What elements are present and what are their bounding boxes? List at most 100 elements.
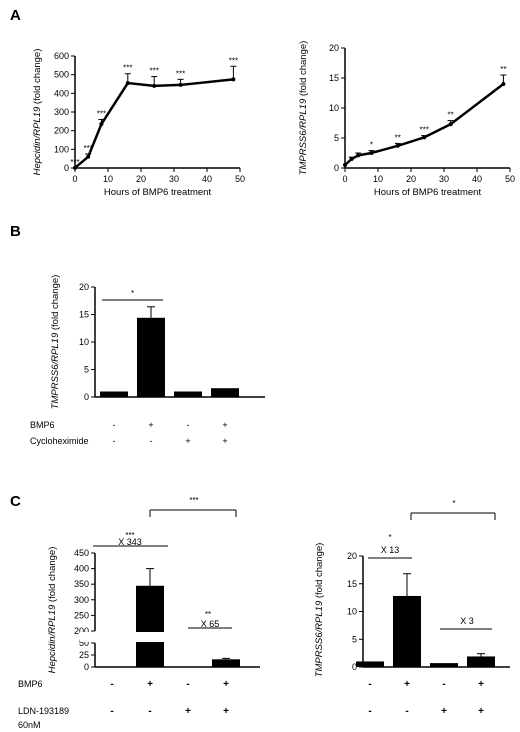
a-left-x-tick-label: 20 <box>136 174 146 184</box>
b-treatment-label-1: Cycloheximide <box>30 436 89 446</box>
a-right-x-tick-label: 30 <box>439 174 449 184</box>
a-left-significance: *** <box>97 109 106 118</box>
c-left-treatment-sign: - <box>186 679 189 690</box>
c-left-y-tick-label: 250 <box>74 610 89 620</box>
a-left-series-line <box>74 78 234 169</box>
c-right-treatment-sign: + <box>478 679 484 690</box>
a-left-data-point <box>152 83 157 88</box>
a-right-significance: ** <box>500 65 506 74</box>
a-left-significance: *** <box>70 158 79 167</box>
c-left-treatment-sign: - <box>148 706 151 717</box>
b-bar <box>100 391 128 397</box>
c-left-fold-label: X 65 <box>201 619 220 629</box>
a-left-significance: *** <box>123 64 132 73</box>
a-left-data-point <box>99 122 104 127</box>
c-treatment-label-1: LDN-193189 <box>18 706 69 716</box>
b-y-tick-label: 20 <box>79 282 89 292</box>
chart-layer: 0 10 20 30 40 500100200300400500600**********… <box>18 41 515 730</box>
a-left-y-tick-label: 300 <box>54 107 69 117</box>
c-right-bar <box>430 663 458 667</box>
c-left-axis-break <box>80 632 260 642</box>
a-right-x-tick-label: 40 <box>472 174 482 184</box>
c-left-y-tick-label: 300 <box>74 595 89 605</box>
b-y-tick-label: 15 <box>79 310 89 320</box>
c-right-y-tick-label: 0 <box>352 662 357 672</box>
a-left-y-axis-title: Hepcidin/RPL19 (fold change) <box>32 49 43 176</box>
b-y-axis-title: TMPRSS6/RPL19 (fold change) <box>50 275 61 410</box>
c-left-fold-significance: ** <box>205 610 211 619</box>
a-right-data-point <box>356 153 361 158</box>
a-right-x-tick-label: 20 <box>406 174 416 184</box>
b-treatment-sign: - <box>113 420 116 430</box>
c-left-treatment-sign: + <box>185 706 191 717</box>
c-right-treatment-sign: - <box>405 706 408 717</box>
c-right-treatment-sign: - <box>442 679 445 690</box>
c-left-y-tick-label: 450 <box>74 548 89 558</box>
a-left-y-tick-label: 0 <box>64 163 69 173</box>
a-right-data-point <box>422 135 427 140</box>
c-left-bar <box>212 659 240 667</box>
a-right-significance: ** <box>395 133 401 142</box>
a-left-significance: *** <box>84 144 93 153</box>
c-left-fold-significance: *** <box>125 531 134 540</box>
c-right-treatment-sign: - <box>368 679 371 690</box>
c-left-y-tick-label: 400 <box>74 564 89 574</box>
a-left-significance: *** <box>150 67 159 76</box>
c-right-treatment-sign: + <box>478 706 484 717</box>
a-left-x-tick-label: 0 <box>72 174 77 184</box>
a-left-data-point <box>86 154 91 159</box>
c-left-treatment-sign: + <box>223 706 229 717</box>
c-right-treatment-sign: - <box>368 706 371 717</box>
c-right-y-axis-title: TMPRSS6/RPL19 (fold change) <box>314 543 325 678</box>
a-right-x-tick-label: 10 <box>373 174 383 184</box>
c-right-y-tick-label: 10 <box>347 607 357 617</box>
a-right-y-tick-label: 0 <box>334 163 339 173</box>
a-left-x-tick-label: 30 <box>169 174 179 184</box>
a-left-x-tick-label: 50 <box>235 174 245 184</box>
a-right-x-tick-label: 0 <box>342 174 347 184</box>
a-right-y-tick-label: 5 <box>334 133 339 143</box>
a-left-significance: *** <box>176 69 185 78</box>
a-right-significance: *** <box>420 126 429 135</box>
b-treatment-label-0: BMP6 <box>30 420 55 430</box>
a-left-y-tick-label: 400 <box>54 88 69 98</box>
a-left-y-tick-label: 500 <box>54 70 69 80</box>
a-left-x-tick-label: 10 <box>103 174 113 184</box>
c-left-treatment-sign: - <box>110 679 113 690</box>
b-bar <box>211 388 239 397</box>
panel-label-c: C <box>10 493 21 510</box>
a-right-x-axis-title: Hours of BMP6 treatment <box>374 187 482 198</box>
c-left-y-tick-label: 50 <box>79 638 89 648</box>
a-right-data-point <box>343 163 347 167</box>
c-right-fold-label: X 13 <box>381 545 400 555</box>
c-right-treatment-sign: + <box>404 679 410 690</box>
c-right-bar <box>467 656 495 667</box>
a-right-significance: ** <box>447 111 453 120</box>
c-left-y-axis-title: Hepcidin/RPL19 (fold change) <box>47 547 58 674</box>
c-left-treatment-sign: - <box>110 706 113 717</box>
b-treatment-sign: - <box>187 420 190 430</box>
c-left-y-tick-label: 350 <box>74 579 89 589</box>
a-left-data-point <box>73 165 77 170</box>
a-right-significance: * <box>370 141 373 150</box>
b-y-tick-label: 5 <box>84 365 89 375</box>
a-left-y-tick-label: 100 <box>54 144 69 154</box>
c-right-y-tick-label: 20 <box>347 551 357 561</box>
a-left-data-point <box>178 82 183 87</box>
b-y-tick-label: 0 <box>84 392 89 402</box>
c-left-y-tick-label: 200 <box>74 626 89 636</box>
c-left-y-tick-label: 25 <box>79 650 89 660</box>
a-left-data-point <box>231 77 236 82</box>
b-treatment-sign: + <box>148 420 153 430</box>
c-left-treatment-sign: + <box>223 679 229 690</box>
c-right-bar <box>356 661 384 667</box>
c-right-bracket-significance: * <box>452 499 455 508</box>
c-left-fold-label: X 343 <box>118 537 142 547</box>
b-y-tick-label: 10 <box>79 337 89 347</box>
a-right-x-tick-label: 50 <box>505 174 515 184</box>
a-left-significance: *** <box>229 56 238 65</box>
c-left-bracket-significance: *** <box>189 496 198 505</box>
b-treatment-sign: + <box>185 436 190 446</box>
a-left-y-tick-label: 600 <box>54 51 69 61</box>
